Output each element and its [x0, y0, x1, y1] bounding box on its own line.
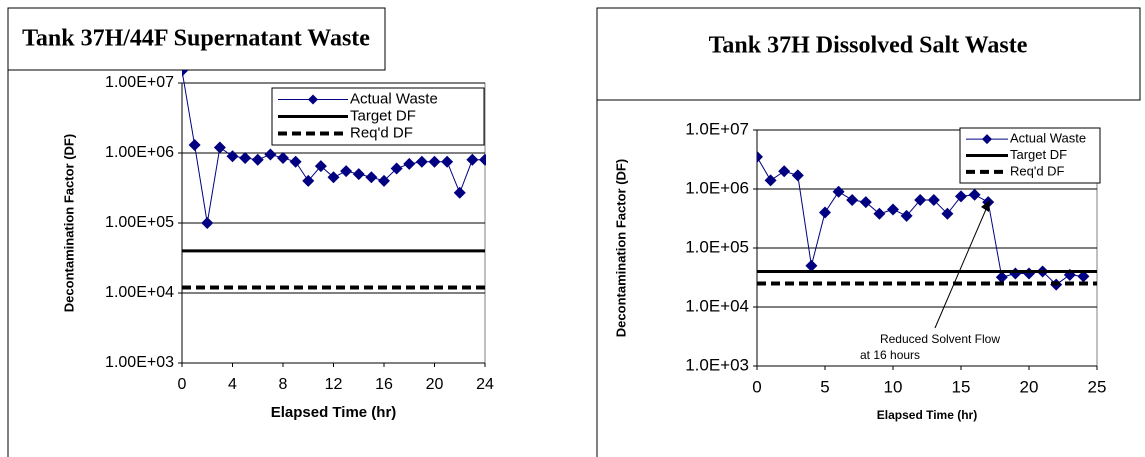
- x-tick-label: 24: [476, 376, 494, 393]
- y-tick-label: 1.0E+05: [685, 237, 749, 256]
- x-tick-label: 16: [375, 376, 393, 393]
- x-tick-label: 0: [178, 376, 187, 393]
- x-tick-label: 0: [752, 377, 761, 396]
- marker: [365, 171, 378, 184]
- legend-label: Actual Waste: [1010, 131, 1086, 146]
- marker: [453, 186, 466, 199]
- marker: [968, 188, 981, 201]
- marker: [914, 194, 927, 207]
- marker: [995, 271, 1008, 284]
- chart-title: Tank 37H Dissolved Salt Waste: [709, 33, 1028, 59]
- marker: [846, 194, 859, 207]
- marker: [441, 155, 454, 168]
- y-tick-label: 1.00E+03: [105, 354, 174, 371]
- x-tick-label: 12: [325, 376, 343, 393]
- marker: [201, 217, 214, 229]
- annotation-arrow: [934, 199, 991, 329]
- legend-label: Target DF: [350, 107, 416, 124]
- marker: [428, 155, 441, 168]
- legend-label: Req'd DF: [1010, 163, 1065, 178]
- marker: [941, 207, 954, 220]
- marker: [213, 141, 226, 154]
- series-group: [182, 70, 486, 290]
- arrow-head: [981, 200, 990, 212]
- x-tick-label: 20: [426, 376, 444, 393]
- legend-marker: [308, 94, 318, 105]
- y-tick-label: 1.0E+04: [685, 296, 749, 315]
- x-axis-label: Elapsed Time (hr): [877, 408, 977, 422]
- marker: [415, 155, 428, 168]
- marker: [226, 150, 239, 163]
- legend-label: Actual Waste: [350, 90, 438, 107]
- x-tick-label: 5: [820, 377, 829, 396]
- marker: [859, 196, 872, 209]
- annotation: at 16 hours: [860, 348, 920, 362]
- marker: [466, 153, 479, 166]
- title-box: [7, 7, 386, 71]
- x-tick-label: 8: [279, 376, 288, 393]
- y-tick-label: 1.00E+07: [105, 74, 174, 91]
- marker: [403, 157, 416, 170]
- y-tick-label: 1.0E+06: [685, 178, 749, 197]
- x-tick-label: 15: [952, 377, 971, 396]
- legend-marker: [982, 134, 992, 145]
- marker: [479, 153, 486, 166]
- marker: [927, 194, 940, 207]
- marker: [832, 185, 845, 198]
- y-tick-label: 1.00E+05: [105, 214, 174, 231]
- marker: [289, 155, 302, 168]
- marker: [873, 207, 886, 220]
- legend-label: Req'd DF: [350, 124, 413, 141]
- marker: [757, 150, 763, 163]
- marker: [340, 165, 353, 178]
- x-axis-label: Elapsed Time (hr): [271, 404, 397, 421]
- marker: [327, 171, 340, 184]
- y-tick-label: 1.00E+06: [105, 144, 174, 161]
- marker: [791, 169, 804, 182]
- marker: [955, 190, 967, 203]
- marker: [900, 209, 913, 222]
- marker: [264, 148, 277, 161]
- marker: [314, 160, 327, 173]
- chart-title: Tank 37H/44F Supernatant Waste: [22, 26, 370, 52]
- y-tick-label: 1.0E+07: [685, 119, 749, 138]
- x-tick-label: 25: [1088, 377, 1107, 396]
- x-tick-label: 10: [884, 377, 903, 396]
- marker: [277, 151, 289, 164]
- marker: [764, 174, 777, 187]
- marker: [378, 174, 390, 187]
- annotation: Reduced Solvent Flow: [880, 332, 1000, 346]
- marker: [805, 259, 818, 272]
- marker: [390, 162, 403, 175]
- marker: [188, 139, 201, 152]
- title-box: [596, 7, 1141, 101]
- marker: [302, 174, 315, 187]
- marker: [819, 206, 831, 219]
- y-axis-label: Decontamination Factor (DF): [61, 134, 76, 312]
- y-tick-label: 1.00E+04: [105, 284, 174, 301]
- marker: [778, 165, 791, 178]
- marker: [239, 151, 252, 164]
- x-tick-label: 20: [1020, 377, 1039, 396]
- y-axis-label: Decontamination Factor (DF): [613, 159, 628, 337]
- marker: [251, 153, 264, 166]
- y-tick-label: 1.0E+03: [685, 355, 749, 374]
- marker: [352, 168, 365, 181]
- marker: [887, 203, 899, 216]
- marker: [1077, 270, 1090, 283]
- marker: [182, 70, 188, 77]
- legend-label: Target DF: [1010, 147, 1067, 162]
- series-group: [757, 150, 1097, 291]
- x-tick-label: 4: [228, 376, 237, 393]
